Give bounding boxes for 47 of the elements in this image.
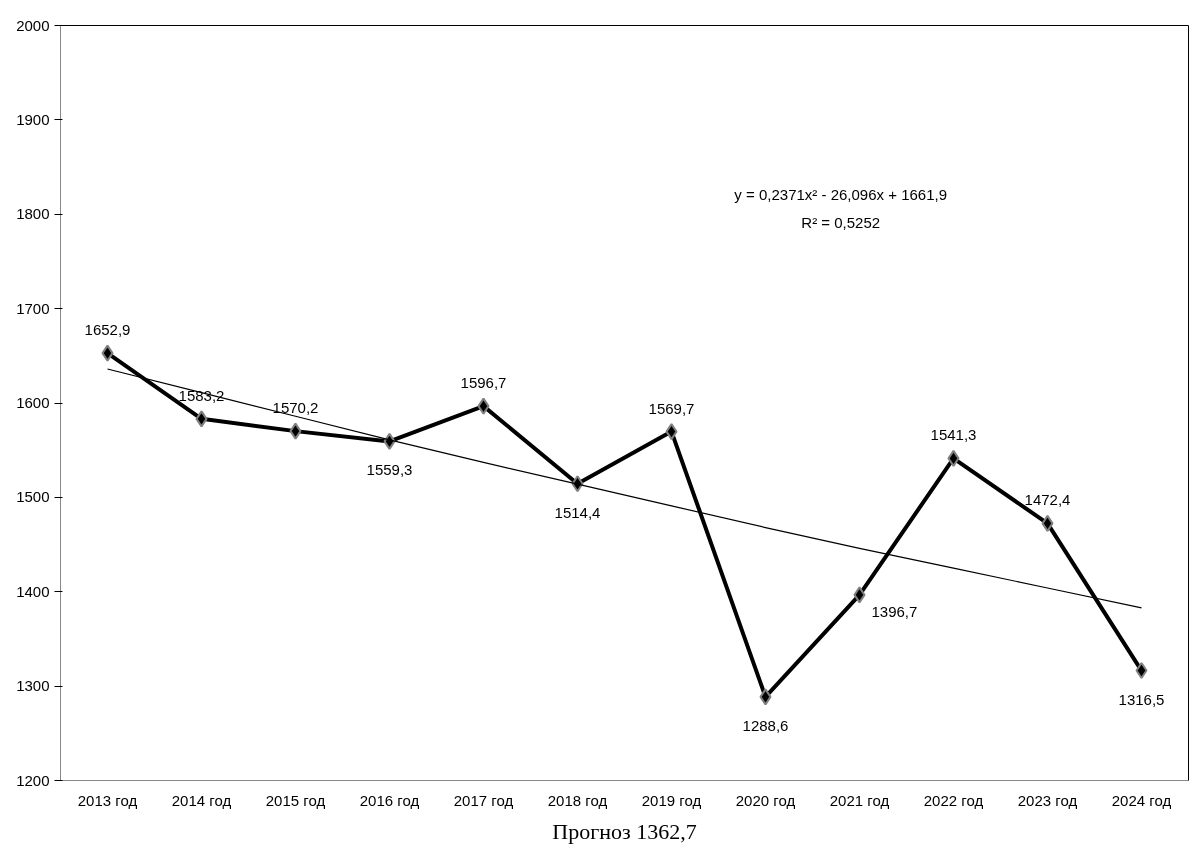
data-label: 1472,4 <box>1024 491 1071 509</box>
point <box>101 344 114 362</box>
x-tick-label: 2021 год <box>829 791 890 809</box>
data-label: 1288,6 <box>742 716 789 734</box>
y-tick-label: 1700 <box>16 299 50 317</box>
x-tick-label: 2014 год <box>171 791 232 809</box>
annotation: y = 0,2371x² - 26,096x + 1661,9 <box>734 185 948 203</box>
point <box>665 423 678 441</box>
data-label: 1583,2 <box>178 386 225 404</box>
data-label: 1596,7 <box>460 374 507 392</box>
y-tick-label: 1200 <box>16 771 50 789</box>
y-tick-label: 2000 <box>16 16 50 34</box>
data-label: 1559,3 <box>366 461 413 479</box>
x-tick-label: 2013 год <box>77 791 138 809</box>
x-tick-label: 2019 год <box>641 791 702 809</box>
data-label: 1569,7 <box>648 399 695 417</box>
data-label: 1652,9 <box>84 321 131 339</box>
text: Прогноз 1362,7 <box>552 818 697 844</box>
y-tick-label: 1900 <box>16 110 50 128</box>
y-tick-label: 1400 <box>16 582 50 600</box>
annotation: R² = 0,5252 <box>801 214 881 232</box>
point <box>195 410 208 428</box>
point <box>477 397 490 415</box>
y-tick-label: 1300 <box>16 677 50 695</box>
y-tick-label: 1500 <box>16 488 50 506</box>
y-tick-label: 1800 <box>16 205 50 223</box>
x-tick-label: 2016 год <box>359 791 420 809</box>
x-tick-label: 2017 год <box>453 791 514 809</box>
data-label: 1570,2 <box>272 399 319 417</box>
point <box>759 688 772 706</box>
point <box>1135 662 1148 680</box>
x-tick-label: 2023 год <box>1017 791 1078 809</box>
data-label: 1316,5 <box>1118 690 1165 708</box>
point <box>289 422 302 440</box>
x-tick-label: 2018 год <box>547 791 608 809</box>
data-label: 1396,7 <box>871 602 918 620</box>
data-label: 1541,3 <box>930 426 977 444</box>
point <box>1041 514 1054 532</box>
x-tick-label: 2024 год <box>1111 791 1172 809</box>
x-tick-label: 2022 год <box>923 791 984 809</box>
point <box>853 586 866 604</box>
x-tick-label: 2020 год <box>735 791 796 809</box>
data-label: 1514,4 <box>554 503 601 521</box>
x-tick-label: 2015 год <box>265 791 326 809</box>
point <box>571 475 584 493</box>
y-tick-label: 1600 <box>16 394 50 411</box>
point <box>947 449 960 467</box>
